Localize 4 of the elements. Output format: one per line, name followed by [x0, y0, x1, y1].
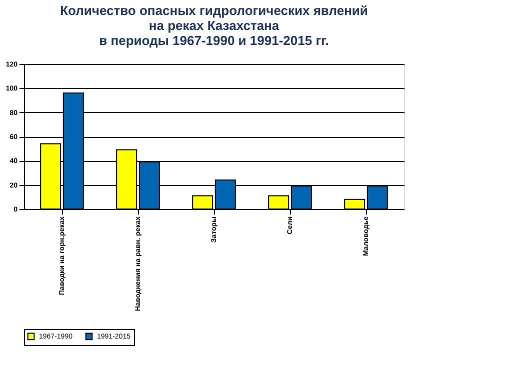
bar: [344, 198, 366, 210]
bar: [268, 195, 290, 210]
bar: [192, 195, 214, 210]
chart-title: Количество опасных гидрологических явлений на реках Казахстана в периоды 1967-1990 и 1991-2015 гг.: [60, 3, 368, 48]
